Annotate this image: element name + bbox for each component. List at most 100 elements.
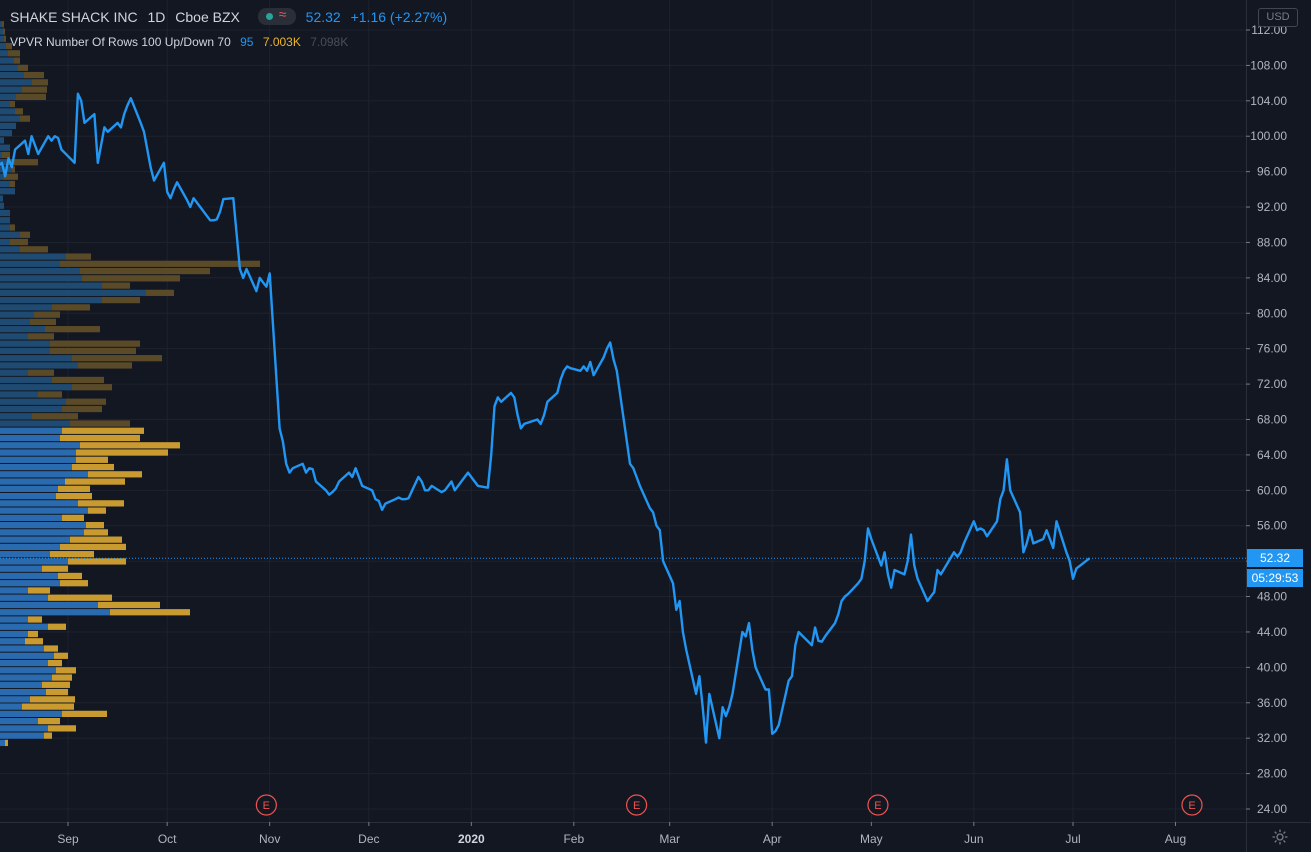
volume-bar-up-0 [0, 739, 5, 747]
volume-bar-down-52 [78, 362, 132, 369]
market-status-chip[interactable]: ≈ [257, 5, 296, 25]
symbol-name[interactable]: SHAKE SHACK INC [10, 9, 138, 25]
volume-bar-up-39 [0, 456, 76, 463]
volume-bar-down-36 [65, 478, 125, 485]
time-axis[interactable]: Sep Oct Nov Dec 2020 Feb Mar Apr May Jun Jul Aug [0, 822, 1311, 852]
volume-bar-up-76 [0, 188, 15, 195]
volume-bar-up-33 [0, 500, 78, 507]
volume-bar-down-80 [8, 159, 38, 166]
volume-bar-down-92 [24, 71, 44, 79]
volume-bar-down-56 [28, 333, 54, 340]
volume-bar-down-90 [22, 86, 47, 93]
volume-bar-up-81 [0, 151, 2, 159]
volume-bar-up-78 [0, 173, 3, 180]
volume-bar-up-57 [0, 326, 45, 333]
volume-bar-up-88 [0, 100, 10, 108]
price-line [0, 92, 1091, 744]
volume-bar-down-99 [2, 21, 4, 28]
interval-label[interactable]: 1D [147, 9, 166, 25]
volume-bar-down-17 [28, 616, 42, 623]
time-tick-label-4: 2020 [458, 832, 485, 846]
volume-bar-up-67 [0, 253, 66, 260]
volume-bar-up-72 [0, 217, 10, 224]
volume-bar-down-9 [52, 674, 72, 681]
volume-bar-down-70 [20, 231, 30, 238]
volume-bar-down-20 [48, 594, 112, 601]
price-tick-label-20: 32.00 [1257, 731, 1287, 745]
price-tick-label-8: 80.00 [1257, 306, 1287, 320]
price-tick-label-10: 72.00 [1257, 377, 1287, 391]
volume-bar-up-85 [0, 122, 16, 130]
time-tick-label-8: May [860, 832, 883, 846]
volume-bar-down-1 [44, 732, 52, 739]
svg-text:E: E [633, 800, 640, 812]
volume-bar-down-62 [146, 289, 174, 296]
price-axis[interactable]: 112.00108.00104.00100.0096.0092.0088.008… [1246, 0, 1311, 852]
volume-bar-down-55 [50, 340, 140, 347]
volume-bar-up-19 [0, 601, 98, 609]
volume-bar-up-80 [0, 159, 8, 166]
volume-bar-down-40 [76, 449, 168, 456]
volume-bar-up-59 [0, 311, 34, 318]
volume-bar-up-95 [0, 50, 8, 57]
volume-bar-down-25 [68, 558, 126, 565]
currency-badge[interactable]: USD [1258, 8, 1298, 27]
volume-bar-down-35 [58, 485, 90, 492]
volume-bar-up-43 [0, 427, 62, 434]
time-tick-label-10: Jul [1065, 832, 1080, 846]
volume-bar-up-84 [0, 130, 12, 137]
volume-bar-down-96 [6, 42, 12, 50]
time-tick-label-2: Nov [259, 832, 280, 846]
indicator-title[interactable]: VPVR Number Of Rows 100 Up/Down 70 [10, 35, 231, 49]
volume-bar-up-22 [0, 580, 60, 587]
time-axis-bg [0, 822, 1246, 852]
volume-bar-down-53 [72, 355, 162, 362]
indicator-rows-value: 95 [240, 35, 254, 49]
volume-bar-up-10 [0, 667, 56, 674]
volume-bar-up-16 [0, 623, 48, 630]
volume-bar-down-65 [80, 267, 210, 275]
volume-bar-down-71 [10, 224, 15, 231]
volume-bar-up-87 [0, 108, 15, 115]
bar-countdown-tag: 05:29:53 [1247, 569, 1303, 588]
price-tick-label-22: 24.00 [1257, 802, 1287, 816]
volume-bar-up-9 [0, 674, 52, 681]
volume-bar-down-59 [34, 311, 60, 318]
price-tick-label-7: 84.00 [1257, 271, 1287, 285]
volume-bar-up-30 [0, 522, 86, 529]
volume-bar-up-56 [0, 333, 28, 340]
volume-bar-down-27 [60, 543, 126, 551]
price-tick-label-18: 40.00 [1257, 660, 1287, 674]
volume-bar-up-40 [0, 449, 76, 456]
volume-bar-down-68 [20, 246, 48, 253]
volume-bar-down-93 [18, 64, 28, 71]
volume-bar-down-10 [56, 667, 76, 674]
price-tick-label-21: 28.00 [1257, 767, 1287, 781]
volume-bar-up-54 [0, 347, 50, 355]
volume-bar-down-42 [60, 434, 140, 442]
volume-bar-up-29 [0, 529, 84, 536]
earnings-marker-1: E [626, 794, 648, 816]
volume-bar-down-77 [10, 180, 15, 188]
volume-bar-up-12 [0, 652, 54, 659]
price-tick-label-3: 100.00 [1250, 129, 1287, 143]
price-tick-label-14: 56.00 [1257, 519, 1287, 533]
volume-bar-up-61 [0, 296, 102, 304]
volume-bar-down-81 [2, 151, 10, 159]
indicator-legend: VPVR Number Of Rows 100 Up/Down 70 95 7.… [10, 35, 354, 49]
volume-bar-up-35 [0, 485, 58, 492]
time-tick-label-6: Mar [659, 832, 680, 846]
symbol-legend: SHAKE SHACK INC 1D Cboe BZX ≈ 52.32 +1.1… [10, 5, 453, 27]
volume-bar-up-18 [0, 609, 110, 616]
gear-icon[interactable] [1271, 828, 1289, 846]
volume-bar-up-2 [0, 725, 48, 732]
volume-bar-up-94 [0, 57, 14, 64]
volume-bar-up-50 [0, 376, 52, 384]
volume-bar-down-45 [32, 413, 78, 420]
data-delay-icon: ≈ [278, 5, 287, 22]
price-tick-label-5: 92.00 [1257, 200, 1287, 214]
volume-bar-up-4 [0, 710, 62, 717]
volume-bar-up-28 [0, 536, 70, 543]
